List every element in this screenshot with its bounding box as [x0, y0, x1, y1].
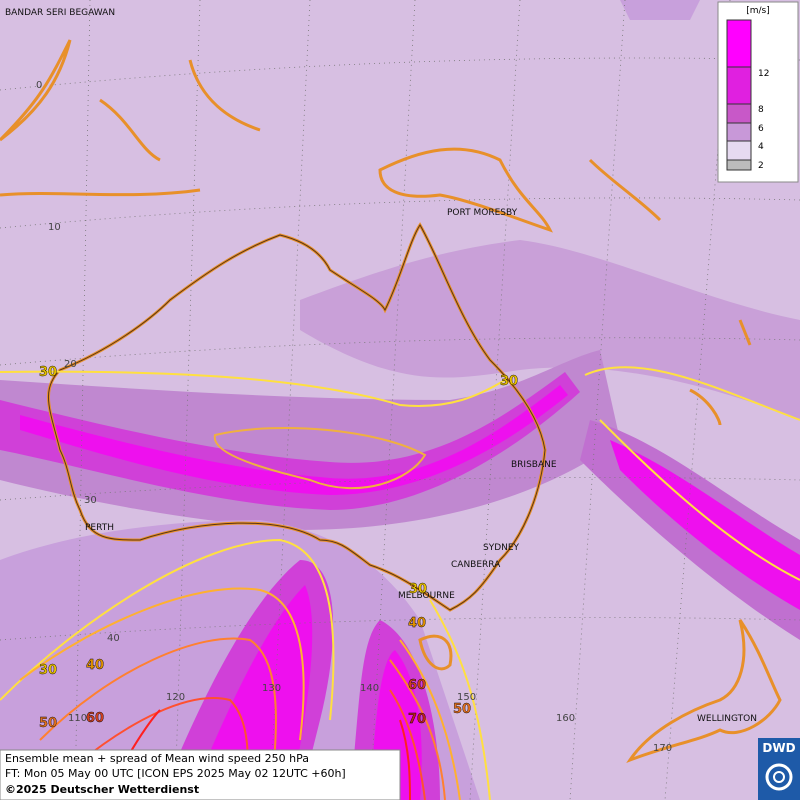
legend-swatch [726, 103, 752, 124]
legend-swatch [726, 66, 752, 105]
contour-label: 60 [408, 678, 426, 693]
lon-label: 120 [166, 692, 185, 703]
lon-label: 110 [68, 713, 87, 724]
legend-label: 8 [758, 105, 764, 115]
contour-label: 40 [86, 658, 104, 673]
contour-label: 60 [86, 711, 104, 726]
legend-label: 12 [758, 69, 769, 79]
contour-label: 30 [500, 374, 518, 389]
legend: [m/s] [717, 1, 799, 183]
legend-label: 4 [758, 142, 764, 152]
contour-label: 70 [408, 712, 426, 727]
legend-swatch [726, 122, 752, 142]
contour-label: 40 [408, 616, 426, 631]
contour-label: 50 [39, 716, 57, 731]
lon-label: 160 [556, 713, 575, 724]
lat-label: 30 [84, 495, 97, 506]
lat-label: 0 [36, 80, 42, 91]
city-label: BRISBANE [511, 460, 557, 470]
logo-swirl [773, 771, 785, 783]
legend-swatch [726, 159, 752, 171]
city-label: BANDAR SERI BEGAWAN [5, 8, 115, 18]
legend-unit: [m/s] [746, 6, 770, 16]
lon-label: 170 [653, 743, 672, 754]
legend-swatch [726, 140, 752, 161]
lon-label: 150 [457, 692, 476, 703]
city-label: WELLINGTON [697, 714, 757, 724]
contour-label: 30 [39, 365, 57, 380]
lon-label: 130 [262, 683, 281, 694]
city-label: PERTH [85, 523, 114, 533]
logo-swirl [765, 763, 793, 791]
legend-swatch [726, 19, 752, 68]
contour-label: 50 [453, 702, 471, 717]
city-label: MELBOURNE [398, 591, 455, 601]
caption-line: FT: Mon 05 May 00 UTC [ICON EPS 2025 May… [5, 767, 346, 780]
contour-label: 30 [39, 663, 57, 678]
logo-text: DWD [762, 741, 795, 755]
lon-label: 140 [360, 683, 379, 694]
contour-label: 30 [409, 582, 427, 597]
city-label: CANBERRA [451, 560, 501, 570]
caption-line: ©2025 Deutscher Wetterdienst [5, 783, 199, 796]
legend-label: 6 [758, 124, 764, 134]
caption-box [0, 749, 401, 801]
caption-line: Ensemble mean + spread of Mean wind spee… [5, 752, 309, 765]
city-label: PORT MORESBY [447, 208, 518, 218]
lat-label: 40 [107, 633, 120, 644]
lat-label: 20 [64, 359, 77, 370]
lat-label: 10 [48, 222, 61, 233]
legend-label: 2 [758, 161, 764, 171]
city-label: SYDNEY [483, 543, 520, 553]
